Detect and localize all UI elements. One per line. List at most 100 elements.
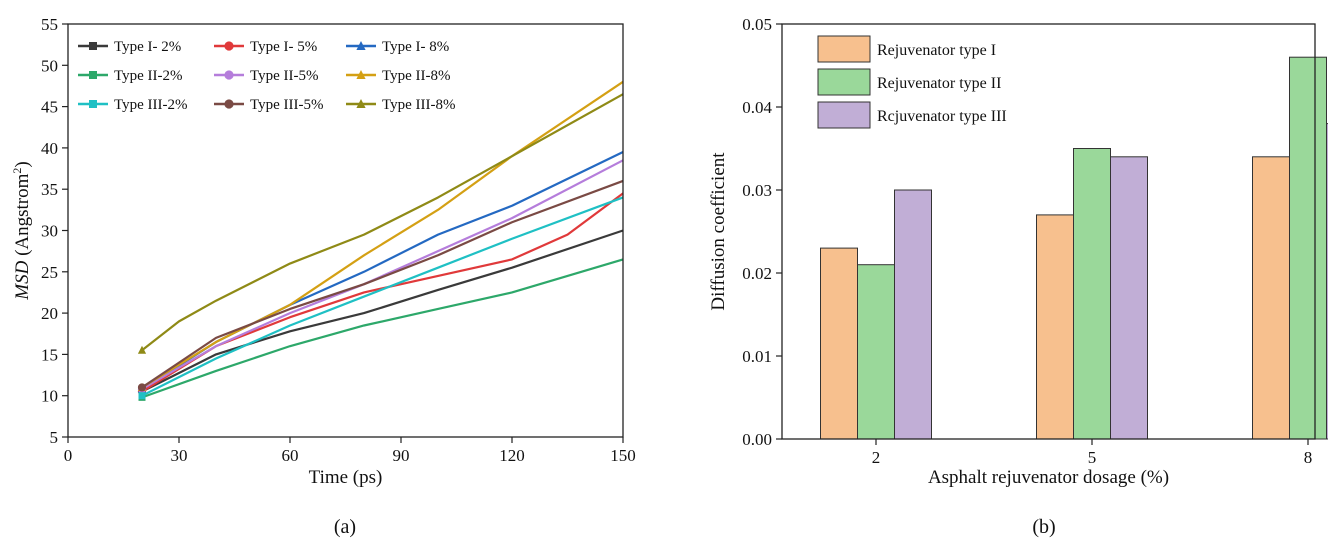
legend-entry: Type III-2% — [78, 97, 188, 113]
y-tick-label: 10 — [41, 387, 58, 406]
bar — [1036, 214, 1074, 440]
x-tick-label: 150 — [610, 446, 636, 465]
msd-series-line — [138, 229, 624, 396]
y-tick-label: 0.00 — [742, 430, 772, 449]
x-tick-label: 0 — [64, 446, 73, 465]
y-tick-label: 0.03 — [742, 181, 772, 200]
legend-entry: Type II-2% — [78, 68, 183, 84]
legend-label: Rcjuvenator type III — [877, 108, 1007, 125]
series-start-marker — [138, 392, 146, 400]
legend-marker — [89, 42, 97, 50]
y-tick-label: 50 — [41, 56, 58, 75]
legend-label: Type I- 2% — [114, 39, 181, 55]
bar — [894, 189, 932, 440]
y-title-close: ) — [12, 161, 33, 167]
legend-swatch — [817, 101, 871, 129]
x-tick-label: 60 — [282, 446, 299, 465]
plot-a-ticks: 0 30 60 90 120 150 5 10 15 20 25 30 35 40 45 50 55 — [41, 15, 636, 465]
bar — [857, 264, 895, 440]
y-tick-label: 15 — [41, 345, 58, 364]
legend-label: Rejuvenator type II — [877, 75, 1001, 92]
plot-b-ticks: 0.00 0.01 0.02 0.03 0.04 0.05 2 5 8 — [742, 15, 1312, 467]
legend-label: Type II-8% — [382, 68, 451, 84]
plot-a-frame — [67, 23, 624, 438]
legend-entry: Rcjuvenator type III — [817, 101, 1007, 129]
series-path — [141, 196, 624, 397]
y-tick-label: 0.02 — [742, 264, 772, 283]
series-path — [141, 229, 624, 393]
legend-label: Type III-5% — [250, 97, 324, 113]
series-path — [141, 151, 624, 391]
series-start-marker — [137, 383, 147, 392]
plot-a-x-axis-title: Time (ps) — [309, 467, 383, 488]
legend-entry: Rejuvenator type II — [817, 68, 1001, 96]
bar — [1252, 156, 1290, 440]
panel-b-caption: (b) — [1032, 516, 1055, 538]
legend-marker — [224, 41, 234, 51]
y-tick-label: 35 — [41, 180, 58, 199]
y-title-msd: MSD — [12, 260, 33, 300]
series-start-marker — [137, 345, 147, 354]
legend-label: Rejuvenator type I — [877, 42, 996, 59]
plot-b-x-axis-title: Asphalt rejuvenator dosage (%) — [928, 467, 1169, 488]
plot-a-y-axis-title: MSD (Angstrom2) — [10, 161, 33, 300]
legend-marker — [356, 99, 366, 108]
y-tick-label: 25 — [41, 263, 58, 282]
y-tick-label: 40 — [41, 139, 58, 158]
legend-entry: Type III-8% — [346, 97, 456, 113]
legend-label: Type I- 5% — [250, 39, 317, 55]
y-title-unit: (Angstrom — [12, 173, 33, 260]
y-tick-label: 30 — [41, 222, 58, 241]
legend-swatch — [817, 35, 871, 63]
legend-label: Type II-2% — [114, 68, 183, 84]
legend-entry: Type I- 5% — [214, 39, 317, 55]
y-tick-label: 55 — [41, 15, 58, 34]
legend-marker — [224, 99, 234, 109]
series-path — [141, 80, 624, 389]
y-tick-label: 0.01 — [742, 347, 772, 366]
msd-series-group — [137, 80, 624, 401]
legend-marker — [89, 100, 97, 108]
bar — [1289, 56, 1327, 440]
legend-label: Type I- 8% — [382, 39, 449, 55]
legend-label: Type III-2% — [114, 97, 188, 113]
bar-group — [820, 56, 1328, 440]
x-tick-label: 5 — [1088, 448, 1097, 467]
x-tick-label: 2 — [872, 448, 881, 467]
series-path — [141, 93, 624, 352]
y-tick-label: 5 — [50, 428, 59, 447]
series-path — [141, 179, 624, 389]
legend-marker — [356, 70, 366, 79]
x-tick-label: 90 — [393, 446, 410, 465]
x-tick-label: 30 — [171, 446, 188, 465]
plot-b-frame — [781, 23, 1316, 440]
plot-a-legend: Type I- 2% Type I- 5% Type I- 8% Type II-2%… — [78, 39, 456, 113]
legend-label: Type III-8% — [382, 97, 456, 113]
bar — [820, 247, 858, 440]
legend-entry: Rejuvenator type I — [817, 35, 996, 63]
y-tick-label: 20 — [41, 304, 58, 323]
legend-entry: Type I- 2% — [78, 39, 181, 55]
legend-entry: Type I- 8% — [346, 39, 449, 55]
msd-series-line — [138, 258, 624, 401]
legend-marker — [89, 71, 97, 79]
legend-marker — [356, 41, 366, 50]
panel-a-caption: (a) — [334, 516, 356, 538]
legend-label: Type II-5% — [250, 68, 319, 84]
y-tick-label: 0.05 — [742, 15, 772, 34]
plot-b-y-axis-title: Diffusion coefficient — [708, 152, 729, 311]
legend-entry: Type III-5% — [214, 97, 324, 113]
x-tick-label: 8 — [1304, 448, 1313, 467]
msd-line-chart: 0 30 60 90 120 150 5 10 15 20 25 30 35 40 45 50 55 Type … — [10, 15, 636, 538]
msd-series-line — [138, 196, 624, 400]
bar — [1073, 148, 1111, 440]
msd-series-line — [137, 179, 624, 392]
msd-series-line — [137, 93, 624, 354]
legend-marker — [224, 70, 234, 80]
msd-series-line — [137, 80, 624, 391]
y-tick-label: 0.04 — [742, 98, 772, 117]
series-path — [141, 258, 624, 399]
legend-entry: Type II-5% — [214, 68, 319, 84]
legend-entry: Type II-8% — [346, 68, 451, 84]
